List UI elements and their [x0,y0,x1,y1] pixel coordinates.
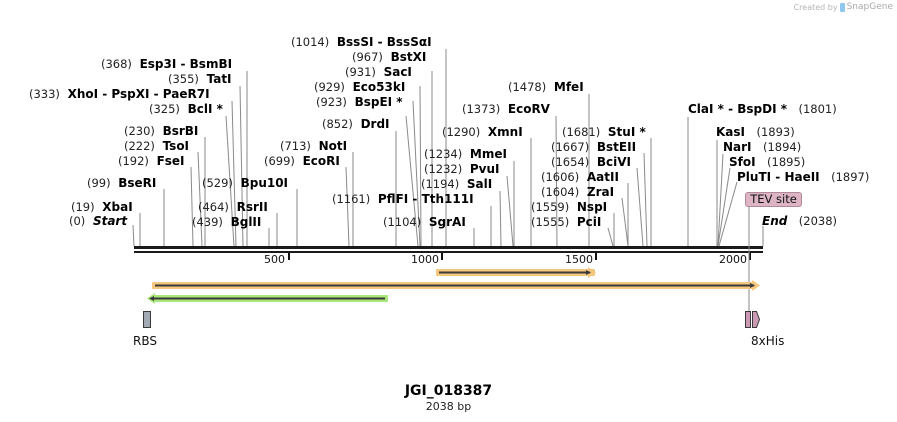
ruler-tick-1500: 1500 [565,253,593,266]
site-pluti[interactable]: PluTI - HaeII (1897) [737,170,870,184]
site-saci[interactable]: (931) SacI [345,65,412,79]
site-stui[interactable]: (1681) StuI * [562,125,646,139]
backbone [134,246,763,253]
site-ecori[interactable]: (699) EcoRI [264,154,340,168]
ruler-tick-2000: 2000 [719,253,747,266]
site-tati[interactable]: (355) TatI [168,72,232,86]
site-bpu10i[interactable]: (529) Bpu10I [202,176,289,190]
site-sfoi[interactable]: SfoI (1895) [729,155,806,169]
site-rsrii[interactable]: (464) RsrII [198,200,268,214]
site-esp3i[interactable]: (368) Esp3I - BsmBI [101,57,233,71]
site-sali[interactable]: (1194) SalI [421,177,493,191]
site-clai[interactable]: ClaI * - BspDI * (1801) [688,102,837,116]
site-bcli[interactable]: (325) BclI * [149,102,223,116]
site-aatii[interactable]: (1606) AatII [541,170,619,184]
his-tag-label: 8xHis [751,334,785,348]
his-tag-feature[interactable] [745,311,761,328]
site-bseri[interactable]: (99) BseRI [87,176,157,190]
snapgene-logo-icon [839,2,845,12]
site-drdi[interactable]: (852) DrdI [322,117,390,131]
site-ecorv[interactable]: (1373) EcoRV [462,102,550,116]
site-bglii[interactable]: (439) BglII [192,215,262,229]
site-xbai[interactable]: (19) XbaI [71,200,133,214]
map-length: 2038 bp [425,400,472,413]
tev-site-feature[interactable]: TEV site [745,192,802,207]
site-kasi[interactable]: KasI (1893) [716,125,795,139]
ruler-tick-1000: 1000 [411,253,439,266]
site-sgrai[interactable]: (1104) SgrAI [383,215,466,229]
ruler-tick-500: 500 [264,253,285,266]
site-zrai[interactable]: (1604) ZraI [541,185,615,199]
site-eco53ki[interactable]: (929) Eco53kI [314,80,406,94]
ruler-ticks [288,253,751,260]
site-mmei[interactable]: (1234) MmeI [424,147,507,161]
cut-site-lines [132,49,764,320]
orf-reverse[interactable] [147,293,388,304]
site-nspi[interactable]: (1559) NspI [531,200,608,214]
orf-forward-short[interactable] [436,267,596,278]
rbs-feature[interactable] [143,311,151,328]
site-xhoi[interactable]: (333) XhoI - PspXI - PaeR7I [29,87,210,101]
orf-forward-long[interactable] [152,280,760,291]
snapgene-credit: Created by SnapGene [794,2,893,12]
site-start[interactable]: (0) Start [69,214,128,228]
site-bsssi[interactable]: (1014) BssSI - BssSαI [291,35,432,49]
credit-prefix: Created by [793,2,838,12]
site-fsei[interactable]: (192) FseI [118,154,185,168]
site-tsoi[interactable]: (222) TsoI [124,139,190,153]
site-pflfi[interactable]: (1161) PflFI - Tth111I [332,192,474,206]
site-end[interactable]: End (2038) [762,214,838,228]
site-mfei[interactable]: (1478) MfeI [508,80,584,94]
rbs-label: RBS [133,334,157,348]
map-title: JGI_018387 [404,383,493,399]
site-noti[interactable]: (713) NotI [280,139,348,153]
credit-brand: SnapGene [846,2,893,12]
site-pvui[interactable]: (1232) PvuI [424,162,500,176]
site-nari[interactable]: NarI (1894) [723,140,802,154]
site-pcii[interactable]: (1555) PciI [531,215,602,229]
site-bsrbi[interactable]: (230) BsrBI [124,124,199,138]
site-bspei[interactable]: (923) BspEI * [316,95,403,109]
site-xmni[interactable]: (1290) XmnI [442,125,523,139]
site-bstxi[interactable]: (967) BstXI [352,50,427,64]
site-bsteii[interactable]: (1667) BstEII [551,140,637,154]
site-bcivi[interactable]: (1654) BciVI [551,155,632,169]
